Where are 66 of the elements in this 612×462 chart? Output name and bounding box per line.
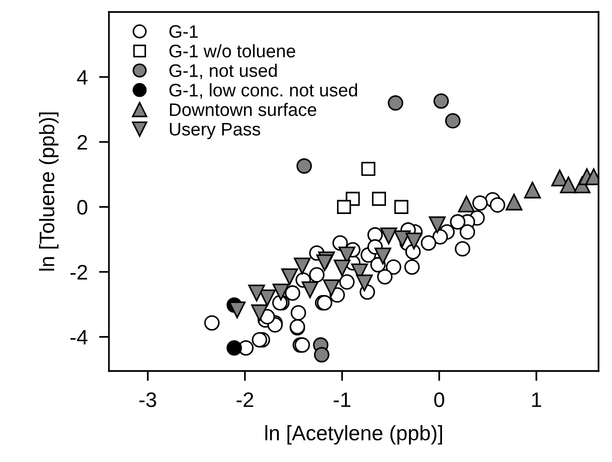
point [334,260,350,276]
point [490,197,506,213]
point [374,248,392,264]
legend-label: G-1, not used [169,64,277,80]
point [226,340,242,356]
x-axis-title: ln [Acetylene (ppb)] [265,425,442,445]
point [228,302,246,318]
point [302,281,318,298]
point [394,230,411,248]
point [296,158,312,174]
point [356,274,373,292]
point [251,304,268,322]
point [560,176,577,194]
point [472,195,488,211]
point [339,274,355,290]
point [458,196,475,212]
point [322,279,340,296]
point [377,269,393,284]
point [316,254,333,272]
point [388,95,404,111]
x-tick-label: -2 [236,392,254,407]
point [506,194,522,210]
point [272,284,290,300]
point [294,258,311,274]
point [394,200,408,214]
point [204,315,220,331]
point [314,347,330,362]
point [445,113,461,129]
point [284,285,300,301]
x-tick-label: -3 [139,392,156,408]
y-tick-label: 2 [78,134,88,150]
point [404,259,420,275]
x-tick-label: 1 [532,392,542,407]
point [524,182,541,198]
point [248,284,265,302]
point [337,200,352,214]
point [252,332,268,348]
point [309,267,325,283]
point [450,214,466,230]
point [420,235,436,251]
point [290,305,306,321]
y-tick-label: 4 [76,70,88,85]
y-tick-label: 0 [77,200,88,215]
legend-label: G-1 [169,25,198,38]
y-tick-label: -4 [70,330,88,344]
legend-label: G-1, low conc. not used [169,83,358,99]
point [460,224,476,240]
point [372,192,386,206]
y-tick-label: -2 [70,264,88,280]
point [361,162,376,176]
point [433,93,449,109]
legend-label: Usery Pass [170,123,260,140]
point [454,241,470,257]
point [405,244,421,260]
point [432,229,448,245]
y-axis-title: ln [Toluene (ppb)] [39,112,58,271]
x-tick-label: 0 [434,392,444,408]
point [258,289,276,306]
point [386,259,402,275]
point [406,232,422,250]
legend-label: Downtown surface [170,102,316,116]
point [281,268,298,286]
point [428,216,446,234]
legend-label: G-1 w/o toluene [169,44,296,58]
point [380,227,398,244]
x-tick-label: -1 [334,392,350,407]
